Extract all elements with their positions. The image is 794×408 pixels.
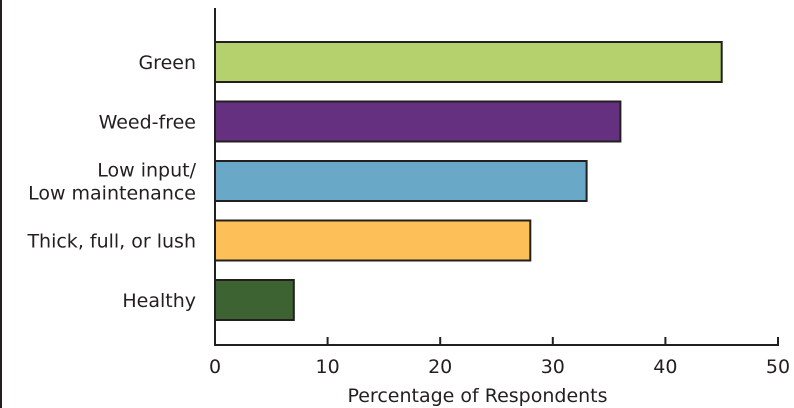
category-label-2-line-1: Low maintenance <box>28 183 196 205</box>
x-tick-label-2: 20 <box>428 356 452 378</box>
x-tick-label-5: 50 <box>766 356 790 378</box>
frame-left-border <box>0 0 2 408</box>
x-tick-label-3: 30 <box>541 356 565 378</box>
bar-2 <box>214 160 588 202</box>
category-label-0: Green <box>138 52 196 74</box>
bar-3 <box>214 219 532 262</box>
x-tick-label-4: 40 <box>653 356 677 378</box>
category-label-1: Weed-free <box>99 112 196 134</box>
category-label-3: Thick, full, or lush <box>26 231 196 253</box>
x-axis-title: Percentage of Respondents <box>347 385 607 407</box>
x-tick-label-1: 10 <box>316 356 340 378</box>
bar-1 <box>214 100 622 143</box>
category-label-2-line-0: Low input/ <box>97 160 196 182</box>
category-label-4: Healthy <box>122 290 196 312</box>
bar-0 <box>214 41 723 83</box>
bar-4 <box>214 279 295 321</box>
x-tick-label-0: 0 <box>209 356 221 378</box>
